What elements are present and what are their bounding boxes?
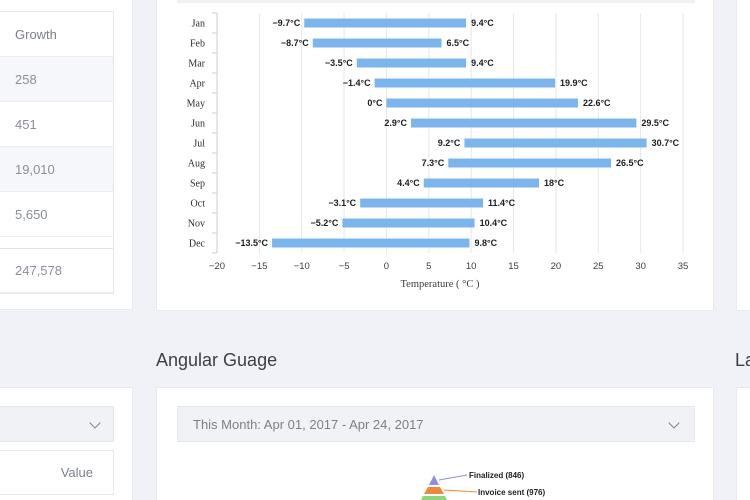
y-tick-label: Oct bbox=[191, 199, 206, 210]
x-tick-label: 0 bbox=[384, 261, 389, 272]
data-label-high: 11.4°C bbox=[488, 198, 516, 208]
funnel-label-invoice: Invoice sent (976) bbox=[478, 488, 545, 497]
bar[interactable] bbox=[360, 198, 484, 208]
x-tick-label: 5 bbox=[426, 261, 431, 272]
x-tick-label: −5 bbox=[339, 261, 350, 272]
bar[interactable] bbox=[356, 58, 467, 68]
x-tick-label: −20 bbox=[209, 261, 225, 272]
funnel-segment-finalized[interactable] bbox=[429, 475, 439, 485]
y-tick-label: Feb bbox=[190, 39, 205, 50]
date-range-dropdown[interactable]: This Month: Apr 01, 2017 - Apr 24, 2017 bbox=[177, 406, 695, 442]
growth-table: Growth 258 451 19,010 5,650 247,578 bbox=[0, 11, 114, 294]
x-tick-label: 25 bbox=[593, 261, 604, 272]
chevron-down-icon bbox=[89, 417, 101, 429]
funnel-label-finalized: Finalized (846) bbox=[469, 471, 524, 480]
x-tick-label: 20 bbox=[551, 261, 562, 272]
bar[interactable] bbox=[464, 138, 647, 148]
data-label-low: −3.5°C bbox=[325, 58, 353, 68]
bar[interactable] bbox=[272, 238, 470, 248]
data-label-high: 9.8°C bbox=[474, 238, 497, 248]
date-range-label: This Month: Apr 01, 2017 - Apr 24, 2017 bbox=[193, 416, 424, 432]
y-tick-label: Jan bbox=[192, 19, 205, 30]
data-label-high: 9.4°C bbox=[471, 58, 494, 68]
x-tick-label: 30 bbox=[635, 261, 646, 272]
funnel-segment-third[interactable] bbox=[419, 496, 449, 500]
x-tick-label: 10 bbox=[466, 261, 477, 272]
table-cell: 258 bbox=[0, 57, 113, 102]
y-tick-label: Dec bbox=[189, 239, 206, 250]
lower-right-card-edge bbox=[736, 387, 750, 500]
x-tick-label: 15 bbox=[508, 261, 519, 272]
bar[interactable] bbox=[342, 218, 475, 228]
data-label-high: 9.4°C bbox=[471, 18, 494, 28]
table-header-value: Value bbox=[0, 450, 114, 495]
y-tick-label: Jun bbox=[191, 119, 205, 130]
bar[interactable] bbox=[304, 18, 467, 28]
section-title-angular: Angular Guage bbox=[156, 350, 278, 370]
y-tick-label: Aug bbox=[188, 159, 205, 170]
data-label-low: 2.9°C bbox=[384, 118, 407, 128]
funnel-segment-invoice[interactable] bbox=[424, 487, 444, 494]
table-cell: 5,650 bbox=[0, 192, 113, 237]
bar[interactable] bbox=[411, 118, 637, 128]
y-tick-label: May bbox=[187, 99, 205, 110]
temperature-range-chart: −20 −15 −10 −5 0 5 10 15 20 25 30 35 Jan −9.7°C 9.4°C F… bbox=[187, 12, 689, 290]
data-label-high: 10.4°C bbox=[480, 218, 508, 228]
data-label-low: −5.2°C bbox=[311, 218, 339, 228]
x-tick-label: −15 bbox=[251, 261, 267, 272]
data-label-low: −9.7°C bbox=[272, 18, 300, 28]
data-label-low: 4.4°C bbox=[397, 178, 420, 188]
table-cell: 19,010 bbox=[0, 147, 113, 192]
growth-table-card: Growth 258 451 19,010 5,650 247,578 bbox=[0, 0, 133, 310]
data-label-low: −8.7°C bbox=[281, 38, 309, 48]
data-label-high: 30.7°C bbox=[652, 138, 680, 148]
data-label-high: 6.5°C bbox=[447, 38, 470, 48]
table-total: 247,578 bbox=[0, 248, 113, 293]
data-label-high: 22.6°C bbox=[583, 98, 611, 108]
data-label-high: 19.9°C bbox=[560, 78, 588, 88]
table-header-growth: Growth bbox=[0, 12, 113, 57]
y-tick-label: Apr bbox=[189, 79, 205, 90]
lower-left-card: Value bbox=[0, 387, 133, 500]
right-card-edge bbox=[736, 0, 750, 311]
lower-left-dropdown[interactable] bbox=[0, 406, 114, 442]
bar[interactable] bbox=[386, 98, 578, 108]
section-title-right: La bbox=[735, 350, 750, 370]
x-tick-label: 35 bbox=[678, 261, 689, 272]
funnel-chart: Finalized (846) Invoice sent (976) bbox=[419, 471, 545, 500]
bar[interactable] bbox=[312, 38, 442, 48]
y-tick-label: Sep bbox=[190, 179, 205, 190]
bar[interactable] bbox=[423, 178, 539, 188]
table-cell: 451 bbox=[0, 102, 113, 147]
data-label-low: −13.5°C bbox=[235, 238, 268, 248]
x-tick-label: −10 bbox=[294, 261, 310, 272]
data-label-low: −3.1°C bbox=[328, 198, 356, 208]
data-label-high: 18°C bbox=[544, 178, 565, 188]
data-label-low: 9.2°C bbox=[438, 138, 461, 148]
chevron-down-icon bbox=[668, 417, 680, 429]
x-axis-title: Temperature ( °C ) bbox=[401, 279, 480, 290]
data-label-high: 29.5°C bbox=[641, 118, 669, 128]
y-tick-label: Mar bbox=[188, 59, 205, 70]
data-label-high: 26.5°C bbox=[616, 158, 644, 168]
bar[interactable] bbox=[374, 78, 556, 88]
data-label-low: −1.4°C bbox=[343, 78, 371, 88]
y-tick-label: Nov bbox=[188, 219, 205, 230]
angular-gauge-card: This Month: Apr 01, 2017 - Apr 24, 2017 … bbox=[156, 387, 714, 500]
bar[interactable] bbox=[448, 158, 611, 168]
y-tick-label: Jul bbox=[193, 139, 205, 150]
temperature-chart-card: −20 −15 −10 −5 0 5 10 15 20 25 30 35 Jan −9.7°C 9.4°C F… bbox=[156, 0, 714, 311]
data-label-low: 7.3°C bbox=[422, 158, 445, 168]
temperature-chart: −20 −15 −10 −5 0 5 10 15 20 25 30 35 Jan −9.7°C 9.4°C F… bbox=[177, 0, 695, 291]
data-label-low: 0°C bbox=[367, 98, 383, 108]
